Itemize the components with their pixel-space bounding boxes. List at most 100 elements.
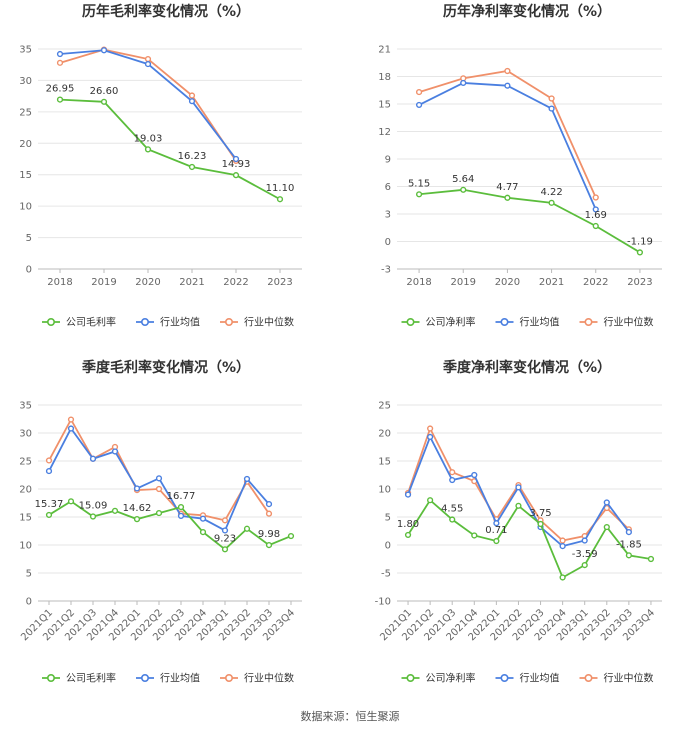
y-tick-label: 25 — [378, 401, 391, 412]
data-label: 9.98 — [258, 529, 280, 540]
data-source-note: 数据来源：恒生聚源 — [300, 710, 400, 723]
data-point-company — [460, 186, 467, 193]
y-tick-label: 5 — [26, 569, 32, 580]
data-point-company — [404, 531, 412, 539]
legend-label: 行业中位数 — [244, 672, 294, 685]
y-tick-label: 20 — [19, 139, 32, 150]
series-line-industry-median — [418, 70, 597, 198]
data-label: 1.69 — [585, 210, 607, 221]
data-point-industry-avg — [592, 206, 599, 213]
legend-marker-industry-avg — [141, 317, 150, 326]
legend-label: 行业均值 — [520, 316, 560, 329]
data-point-industry-median — [144, 55, 152, 63]
data-point-company — [636, 249, 644, 256]
data-point-industry-avg — [493, 520, 500, 527]
data-point-company — [133, 516, 141, 523]
x-tick-label: 2023 — [627, 277, 652, 288]
y-tick-label: 35 — [19, 401, 32, 412]
data-point-industry-median — [559, 537, 566, 544]
data-point-company — [144, 146, 152, 153]
data-point-company — [592, 222, 599, 230]
legend-label: 公司毛利率 — [66, 316, 116, 329]
y-tick-label: 20 — [19, 485, 32, 496]
legend-marker-industry-median — [225, 317, 234, 326]
legend-label: 公司净利率 — [426, 316, 476, 329]
data-point-company — [287, 532, 295, 540]
data-point-industry-avg — [45, 467, 53, 475]
data-point-industry-avg — [67, 425, 75, 432]
y-tick-label: 10 — [19, 541, 32, 552]
series-line-company — [59, 98, 281, 201]
data-point-company — [493, 537, 500, 545]
y-tick-label: 0 — [26, 597, 32, 608]
x-tick-label: 2022 — [223, 277, 248, 288]
data-label: 26.60 — [90, 86, 119, 97]
data-point-industry-avg — [89, 455, 97, 462]
data-point-industry-avg — [603, 499, 610, 506]
data-point-industry-median — [415, 88, 423, 96]
data-point-industry-median — [56, 59, 64, 66]
data-point-industry-avg — [515, 484, 522, 491]
legend-marker-company — [406, 673, 415, 682]
data-label: 0.71 — [485, 525, 507, 536]
y-tick-label: 25 — [19, 457, 32, 468]
legend-label: 行业均值 — [160, 316, 200, 329]
data-point-industry-median — [548, 95, 555, 102]
y-tick-label: 10 — [378, 485, 391, 496]
data-point-industry-median — [67, 416, 75, 423]
y-tick-label: 0 — [385, 541, 391, 552]
legend-label: 公司毛利率 — [66, 672, 116, 685]
legend-marker-industry-avg — [141, 673, 150, 682]
data-point-industry-avg — [111, 448, 119, 455]
legend-marker-industry-avg — [500, 317, 509, 326]
data-point-company — [471, 532, 478, 539]
x-tick-label: 2021 — [539, 277, 564, 288]
data-point-company — [111, 507, 119, 514]
data-point-company — [548, 199, 555, 206]
x-tick-label: 2019 — [91, 277, 116, 288]
chart-panel-2: 历年净利率变化情况（%） -3 0 3 6 9 12 15 18 21 2018 2019 2020 20… — [378, 3, 662, 329]
data-point-industry-avg — [504, 82, 511, 89]
data-label: 15.09 — [79, 500, 108, 511]
legend-marker-industry-median — [584, 317, 593, 326]
chart-panel-3: 季度毛利率变化情况（%）051015202530352021Q12021Q220… — [19, 359, 302, 685]
data-point-company — [449, 516, 456, 523]
y-tick-label: 0 — [385, 237, 391, 248]
y-tick-label: 30 — [19, 429, 32, 440]
y-tick-label: 5 — [385, 513, 391, 524]
data-point-company — [199, 529, 207, 536]
y-tick-label: -3 — [381, 265, 391, 276]
data-point-company — [67, 498, 75, 505]
data-point-company — [188, 163, 196, 171]
chart-panel-1: 历年毛利率变化情况（%） 0 5 10 15 20 25 30 35 2018 2019 2020 20… — [19, 3, 302, 329]
y-tick-label: -10 — [375, 597, 391, 608]
y-tick-label: 12 — [378, 127, 391, 138]
data-point-company — [515, 502, 522, 509]
data-point-company — [221, 546, 229, 553]
data-label: 16.23 — [178, 151, 207, 162]
data-point-industry-avg — [133, 485, 141, 492]
data-point-company — [581, 562, 588, 569]
legend-label: 行业中位数 — [604, 672, 654, 685]
data-point-company — [265, 542, 273, 549]
data-point-industry-median — [504, 67, 511, 75]
data-label: -1.19 — [627, 236, 653, 247]
legend-marker-company — [46, 673, 55, 682]
data-label: 14.62 — [123, 503, 152, 514]
data-point-industry-avg — [415, 101, 423, 109]
data-label: 14.93 — [222, 159, 251, 170]
data-point-industry-median — [155, 485, 163, 493]
y-tick-label: 3 — [385, 210, 391, 221]
chart-title: 季度毛利率变化情况（%） — [81, 359, 250, 376]
data-point-company — [276, 196, 284, 203]
data-point-industry-avg — [188, 98, 196, 105]
y-tick-label: 35 — [19, 45, 32, 56]
data-point-company — [56, 96, 64, 103]
data-point-industry-avg — [625, 529, 632, 536]
data-point-company — [415, 191, 423, 198]
data-point-company — [243, 525, 251, 532]
y-tick-label: 18 — [378, 72, 391, 83]
data-point-company — [100, 98, 108, 105]
data-label: 26.95 — [46, 84, 75, 95]
